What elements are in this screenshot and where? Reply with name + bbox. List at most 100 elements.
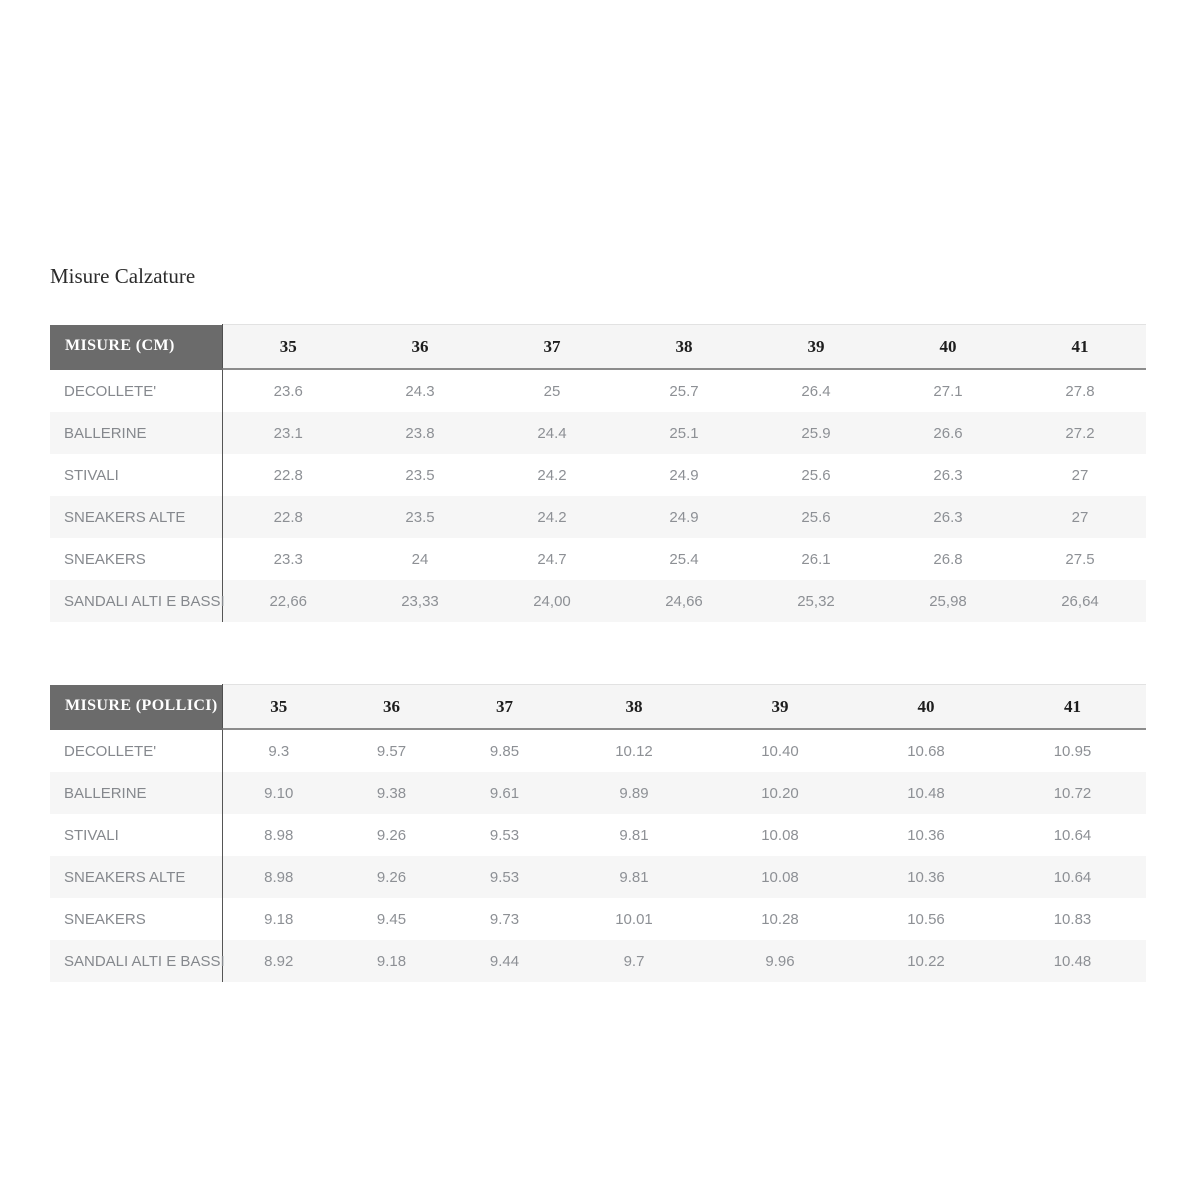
value-cell: 9.53 <box>489 868 520 886</box>
value-cell: 24.7 <box>537 550 567 568</box>
row-label-cell: STIVALI <box>50 814 223 856</box>
value-cell: 10.72 <box>1053 784 1092 802</box>
value-cell: 22.8 <box>273 466 303 484</box>
value-cell: 22.8 <box>273 508 303 526</box>
value-cell: 25.6 <box>801 466 831 484</box>
value-cell: 24,66 <box>665 592 703 610</box>
value-cell: 27 <box>1071 466 1089 484</box>
row-label-cell: SNEAKERS ALTE <box>50 856 223 898</box>
value-cell: 23.3 <box>273 550 303 568</box>
value-cell: 25,98 <box>929 592 967 610</box>
value-cell: 9.81 <box>619 826 649 844</box>
value-cell: 25.6 <box>801 508 831 526</box>
value-cell: 10.64 <box>1053 868 1092 886</box>
value-cell: 8.98 <box>264 826 294 844</box>
table-title-cell: MISURE (POLLICI) <box>50 684 223 730</box>
size-header-cell: 36 <box>354 324 486 370</box>
table-row: STIVALI 8.98 9.26 9.53 9.81 10.08 10.36 … <box>50 814 1146 856</box>
size-header-cell: 41 <box>999 684 1146 730</box>
value-cell: 25.9 <box>801 424 831 442</box>
table-row: STIVALI 22.8 23.5 24.2 24.9 25.6 26.3 27 <box>50 454 1146 496</box>
table-row: DECOLLETE' 23.6 24.3 25 25.7 26.4 27.1 2… <box>50 369 1146 412</box>
row-label-cell: SNEAKERS <box>50 538 223 580</box>
row-label-cell: STIVALI <box>50 454 223 496</box>
value-cell: 27.2 <box>1065 424 1095 442</box>
value-cell: 10.95 <box>1053 742 1092 760</box>
value-cell: 23.1 <box>273 424 303 442</box>
value-cell: 10.12 <box>615 742 653 760</box>
row-label-cell: SNEAKERS ALTE <box>50 496 223 538</box>
row-label-cell: DECOLLETE' <box>50 729 223 772</box>
value-cell: 27.1 <box>933 382 963 400</box>
size-header-cell: 37 <box>486 324 618 370</box>
value-cell: 26.6 <box>933 424 963 442</box>
value-cell: 9.3 <box>268 742 290 760</box>
value-cell: 26.3 <box>933 508 963 526</box>
value-cell: 9.18 <box>264 910 294 928</box>
value-cell: 25 <box>543 382 561 400</box>
value-cell: 27.5 <box>1065 550 1095 568</box>
value-cell: 25.7 <box>669 382 699 400</box>
size-header-cell: 39 <box>707 684 853 730</box>
value-cell: 24,00 <box>533 592 571 610</box>
value-cell: 10.83 <box>1053 910 1092 928</box>
value-cell: 24.3 <box>405 382 435 400</box>
size-header-cell: 37 <box>448 684 561 730</box>
table-row: BALLERINE 9.10 9.38 9.61 9.89 10.20 10.4… <box>50 772 1146 814</box>
row-label-cell: SANDALI ALTI E BASSI <box>50 940 225 982</box>
value-cell: 23,33 <box>401 592 439 610</box>
value-cell: 8.92 <box>264 952 294 970</box>
value-cell: 9.89 <box>619 784 649 802</box>
value-cell: 22,66 <box>269 592 308 610</box>
header-row: MISURE (CM) 35 36 37 38 39 40 41 <box>50 324 1146 370</box>
row-label-cell: BALLERINE <box>50 412 223 454</box>
table-row: BALLERINE 23.1 23.8 24.4 25.1 25.9 26.6 … <box>50 412 1146 454</box>
value-cell: 25.1 <box>669 424 699 442</box>
value-cell: 9.10 <box>264 784 294 802</box>
value-cell: 9.26 <box>376 826 407 844</box>
table-row: SANDALI ALTI E BASSI 8.92 9.18 9.44 9.7 … <box>50 940 1146 982</box>
size-header-cell: 38 <box>618 324 750 370</box>
value-cell: 9.18 <box>376 952 407 970</box>
value-cell: 9.85 <box>489 742 520 760</box>
table-row: SANDALI ALTI E BASSI 22,66 23,33 24,00 2… <box>50 580 1146 622</box>
size-header-cell: 40 <box>882 324 1014 370</box>
value-cell: 26,64 <box>1061 592 1099 610</box>
value-cell: 10.68 <box>907 742 945 760</box>
value-cell: 9.44 <box>489 952 520 970</box>
value-cell: 24.2 <box>537 466 567 484</box>
value-cell: 10.64 <box>1053 826 1092 844</box>
value-cell: 9.53 <box>489 826 520 844</box>
value-cell: 10.36 <box>907 868 945 886</box>
size-table-cm: MISURE (CM) 35 36 37 38 39 40 41 DECOLLE… <box>50 324 1146 622</box>
value-cell: 26.8 <box>933 550 963 568</box>
value-cell: 27.8 <box>1065 382 1095 400</box>
size-header-cell: 35 <box>222 324 354 370</box>
value-cell: 10.20 <box>761 784 799 802</box>
table-row: SNEAKERS 9.18 9.45 9.73 10.01 10.28 10.5… <box>50 898 1146 940</box>
size-header-cell: 41 <box>1014 324 1146 370</box>
page-title: Misure Calzature <box>50 264 196 288</box>
value-cell: 9.61 <box>489 784 520 802</box>
value-cell: 25.4 <box>669 550 699 568</box>
value-cell: 10.48 <box>1053 952 1092 970</box>
value-cell: 10.08 <box>761 826 799 844</box>
value-cell: 23.5 <box>405 466 435 484</box>
value-cell: 24.9 <box>669 508 699 526</box>
value-cell: 9.96 <box>765 952 795 970</box>
size-header-cell: 39 <box>750 324 882 370</box>
value-cell: 24.2 <box>537 508 567 526</box>
value-cell: 24.9 <box>669 466 699 484</box>
value-cell: 25,32 <box>797 592 835 610</box>
value-cell: 10.40 <box>761 742 799 760</box>
value-cell: 9.45 <box>376 910 407 928</box>
value-cell: 9.7 <box>623 952 645 970</box>
value-cell: 10.36 <box>907 826 945 844</box>
size-header-cell: 35 <box>222 684 335 730</box>
value-cell: 10.01 <box>615 910 653 928</box>
value-cell: 27 <box>1071 508 1089 526</box>
size-header-cell: 40 <box>853 684 999 730</box>
value-cell: 9.73 <box>489 910 520 928</box>
value-cell: 24.4 <box>537 424 567 442</box>
row-label-cell: SANDALI ALTI E BASSI <box>50 580 225 622</box>
